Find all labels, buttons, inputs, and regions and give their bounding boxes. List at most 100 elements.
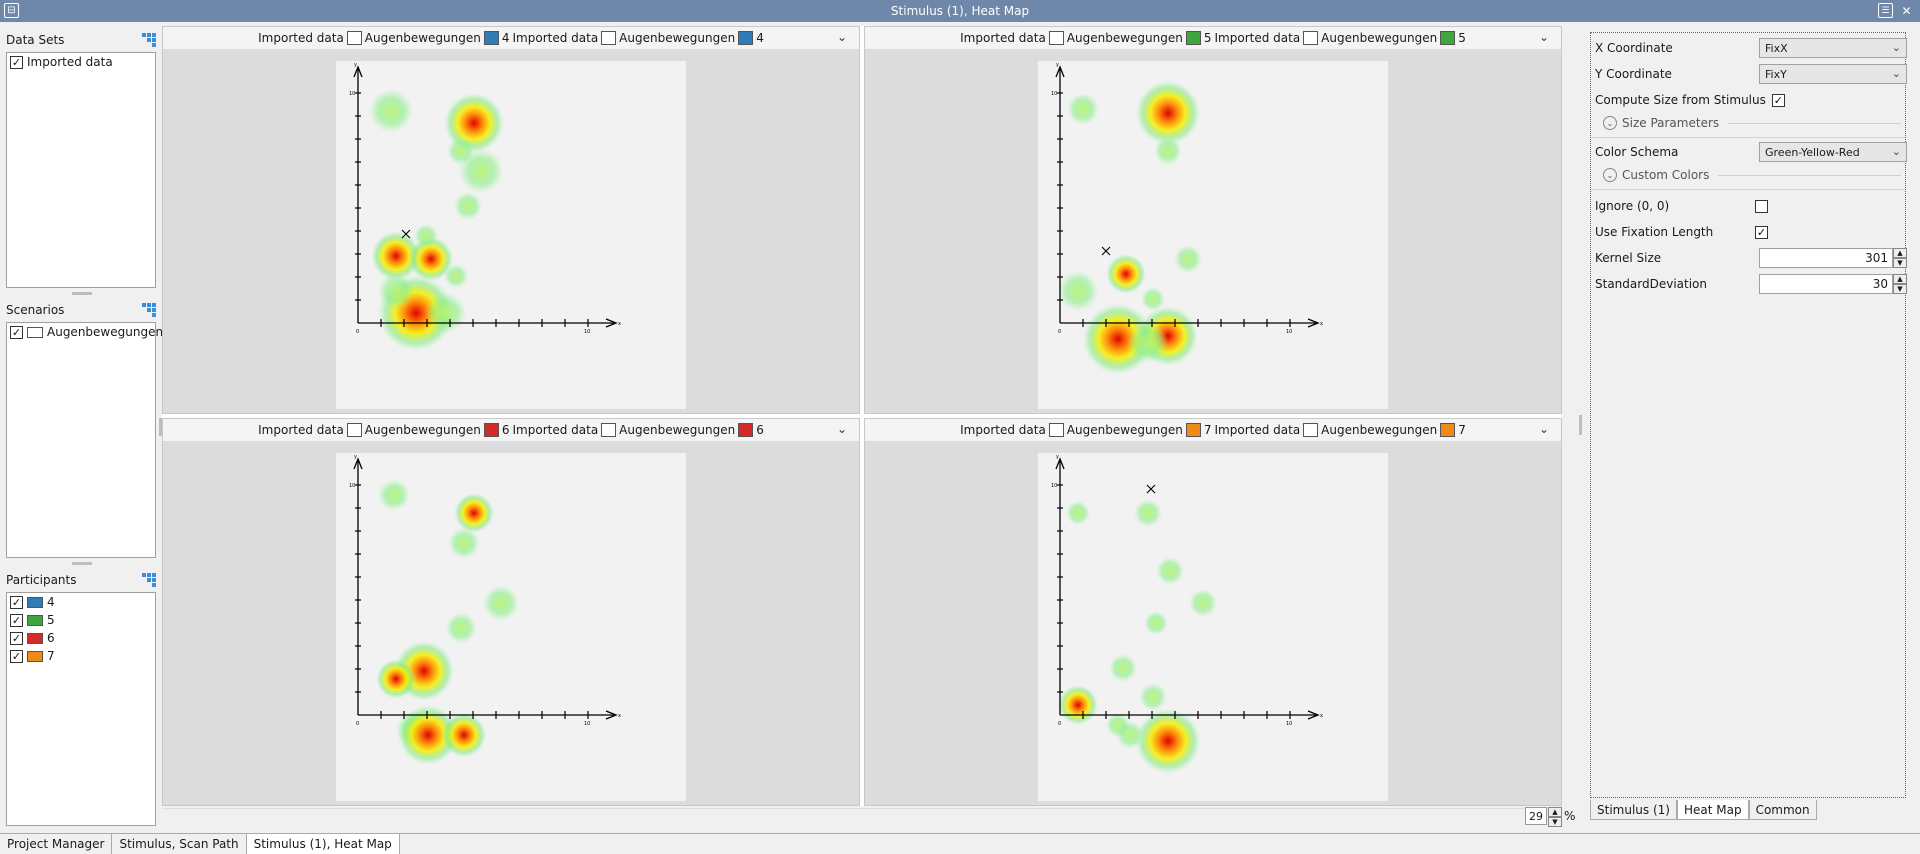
dataset-item[interactable]: ✓ Imported data [7, 53, 155, 71]
chevron-down-icon[interactable]: ⌄ [836, 422, 847, 436]
size-parameters-expander[interactable]: ⌄ Size Parameters [1603, 113, 1901, 133]
tab-common[interactable]: Common [1748, 800, 1817, 820]
heat-blob [1066, 501, 1090, 525]
color-schema-label: Color Schema [1595, 145, 1679, 159]
panel-scenario-label: Augenbewegungen [1321, 31, 1438, 45]
right-splitter[interactable] [1579, 415, 1582, 435]
scenario-swatch [1303, 423, 1319, 437]
chevron-down-icon[interactable]: ⌄ [1538, 30, 1549, 44]
x-coordinate-value: FixX [1765, 41, 1788, 55]
participant-swatch [27, 650, 43, 662]
participant-label: 5 [47, 613, 55, 627]
heat-blob [408, 236, 454, 282]
participant-label: 4 [47, 595, 55, 609]
x-zero-label: 0 [1058, 329, 1061, 335]
participant-swatch [27, 632, 43, 644]
participant-item[interactable]: ✓ 7 [7, 647, 155, 665]
spin-down-icon[interactable]: ▼ [1893, 284, 1907, 294]
heat-blob [398, 705, 458, 765]
color-schema-value: Green-Yellow-Red [1765, 145, 1860, 159]
tab-stimulus[interactable]: Stimulus (1) [1590, 800, 1677, 820]
left-splitter[interactable] [159, 418, 162, 436]
panel-participant-label: 5 [1458, 31, 1466, 45]
panel-participant-label: 6 [756, 423, 764, 437]
y-coordinate-label: Y Coordinate [1595, 67, 1672, 81]
tab-heat-map-doc[interactable]: Stimulus (1), Heat Map [246, 834, 400, 854]
chevron-down-icon[interactable]: ⌄ [1538, 422, 1549, 436]
scenario-swatch [27, 326, 43, 338]
participant-swatch [27, 596, 43, 608]
heatmap-plot: 0 10 10 y x [1038, 61, 1388, 409]
stddev-input[interactable]: 30 [1759, 274, 1893, 294]
x-coordinate-select[interactable]: FixX ⌄ [1759, 38, 1907, 58]
size-parameters-label: Size Parameters [1622, 116, 1720, 130]
x-axis-arrow [605, 318, 618, 328]
heat-blob [448, 527, 480, 559]
zoom-input[interactable]: 29 [1525, 807, 1547, 825]
spin-down-icon[interactable]: ▼ [1548, 817, 1562, 827]
divider [1591, 137, 1905, 138]
divider [1728, 122, 1901, 124]
heatmap-plot: 0 10 10 y x [1038, 453, 1388, 801]
dataset-checkbox[interactable]: ✓ [10, 55, 23, 69]
horizontal-scrollbar[interactable] [162, 808, 1562, 826]
splitter-handle[interactable] [72, 562, 92, 565]
x-zero-label: 0 [356, 329, 359, 335]
color-schema-select[interactable]: Green-Yellow-Red ⌄ [1759, 142, 1907, 162]
kernel-size-input[interactable]: 301 [1759, 248, 1893, 268]
participant-checkbox[interactable]: ✓ [10, 649, 23, 663]
spin-down-icon[interactable]: ▼ [1893, 258, 1907, 268]
panel-header: Imported data Augenbewegungen 5 Imported… [865, 27, 1561, 49]
fixation-length-checkbox[interactable]: ✓ [1755, 225, 1768, 239]
tab-heat-map[interactable]: Heat Map [1676, 800, 1749, 820]
participant-checkbox[interactable]: ✓ [10, 631, 23, 645]
participant-item[interactable]: ✓ 5 [7, 611, 155, 629]
participant-checkbox[interactable]: ✓ [10, 613, 23, 627]
grid-select-icon[interactable] [142, 33, 156, 47]
custom-colors-label: Custom Colors [1622, 168, 1710, 182]
chevron-down-icon[interactable]: ⌄ [836, 30, 847, 44]
panel-participant-label: 7 [1458, 423, 1466, 437]
scenario-swatch [1048, 423, 1064, 437]
heat-blob [1144, 611, 1168, 635]
heat-blob [483, 585, 519, 621]
scenario-item[interactable]: ✓ Augenbewegungen [7, 323, 163, 341]
custom-colors-expander[interactable]: ⌄ Custom Colors [1603, 165, 1901, 185]
scenarios-title: Scenarios [6, 303, 65, 317]
heat-blob [1156, 557, 1184, 585]
splitter-handle[interactable] [72, 292, 92, 295]
kernel-size-spinner[interactable]: ▲ ▼ [1893, 248, 1907, 268]
scenario-checkbox[interactable]: ✓ [10, 325, 23, 339]
expand-icon: ⌄ [1603, 168, 1617, 182]
tab-project-manager[interactable]: Project Manager [0, 834, 113, 854]
y-ten-label: 10 [1051, 91, 1057, 97]
heat-blob [1189, 589, 1217, 617]
panel-dataset-label: Imported data [960, 423, 1046, 437]
ignore-checkbox[interactable] [1755, 199, 1768, 213]
spin-up-icon[interactable]: ▲ [1893, 248, 1907, 258]
ignore-row: Ignore (0, 0) [1595, 195, 1905, 217]
zoom-spinner[interactable]: ▲ ▼ [1548, 807, 1562, 827]
stddev-spinner[interactable]: ▲ ▼ [1893, 274, 1907, 294]
grid-select-icon[interactable] [142, 573, 156, 587]
compute-size-checkbox[interactable]: ✓ [1771, 93, 1785, 107]
tab-scan-path[interactable]: Stimulus, Scan Path [112, 834, 247, 854]
x-zero-label: 0 [1058, 721, 1061, 727]
close-icon[interactable]: ✕ [1901, 3, 1912, 18]
datasets-list: ✓ Imported data [6, 52, 156, 288]
system-menu-icon[interactable]: ⊟ [4, 3, 19, 18]
heat-blob [378, 273, 414, 309]
layout-icon[interactable]: ☰ [1878, 3, 1893, 18]
participant-item[interactable]: ✓ 6 [7, 629, 155, 647]
heat-blob [444, 264, 468, 288]
y-coordinate-select[interactable]: FixY ⌄ [1759, 64, 1907, 84]
spin-up-icon[interactable]: ▲ [1548, 807, 1562, 817]
panel-scenario-label: Augenbewegungen [619, 31, 736, 45]
grid-select-icon[interactable] [142, 303, 156, 317]
participant-checkbox[interactable]: ✓ [10, 595, 23, 609]
x-coordinate-row: X Coordinate FixX ⌄ [1595, 37, 1907, 59]
chevron-down-icon: ⌄ [1891, 41, 1901, 54]
participant-item[interactable]: ✓ 4 [7, 593, 155, 611]
heat-blob [1174, 245, 1202, 273]
spin-up-icon[interactable]: ▲ [1893, 274, 1907, 284]
